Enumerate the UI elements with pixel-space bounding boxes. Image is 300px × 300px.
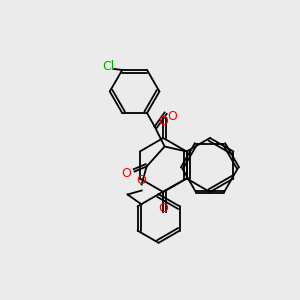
Text: O: O <box>137 175 147 188</box>
Text: O: O <box>158 115 168 128</box>
Text: O: O <box>168 110 178 122</box>
Text: O: O <box>122 167 132 180</box>
Text: O: O <box>158 202 168 215</box>
Text: Cl: Cl <box>102 61 114 74</box>
